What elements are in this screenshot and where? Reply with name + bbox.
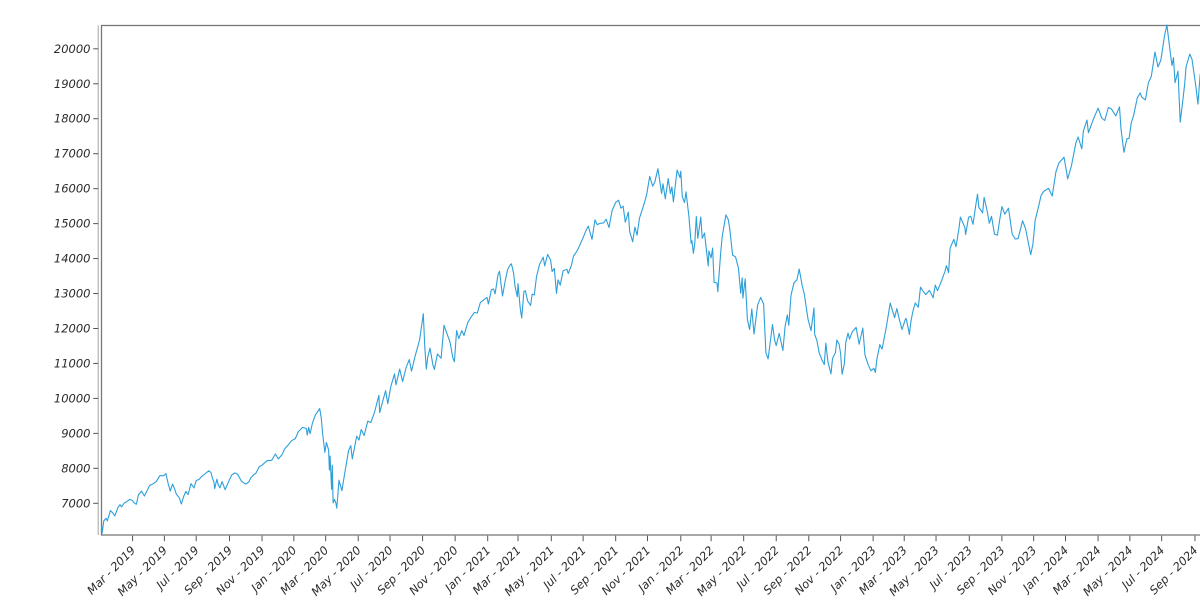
y-tick-label: 15000 <box>54 217 91 231</box>
chart-svg: 7000 8000 9000 10000 11000 12000 13000 14000 150… <box>54 24 1200 599</box>
y-tick-label: 13000 <box>54 287 91 301</box>
y-tick-label: 20000 <box>54 42 91 56</box>
y-tick-label: 12000 <box>54 321 91 335</box>
y-tick-label: 8000 <box>61 461 90 475</box>
y-tick-label: 18000 <box>54 112 91 126</box>
y-tick-label: 11000 <box>54 356 91 370</box>
price-line <box>100 24 1200 534</box>
y-tick-label: 16000 <box>54 182 91 196</box>
plot-border <box>100 24 1200 536</box>
y-tick-label: 9000 <box>61 426 90 440</box>
y-tick-label: 7000 <box>61 496 90 510</box>
y-tick-label: 17000 <box>54 147 91 161</box>
y-tick-label: 19000 <box>54 77 91 91</box>
y-tick-label: 14000 <box>54 252 91 266</box>
line-chart-figure: 7000 8000 9000 10000 11000 12000 13000 14000 150… <box>40 16 1200 600</box>
y-tick-label: 10000 <box>54 391 91 405</box>
